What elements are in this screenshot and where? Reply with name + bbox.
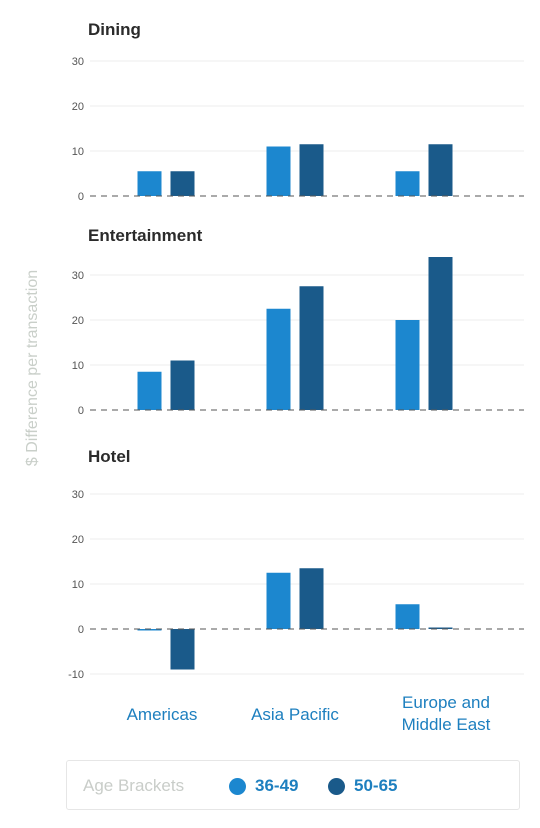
bar-hotel-36-49 — [395, 604, 420, 629]
category-label-2: Asia Pacific — [251, 705, 339, 724]
category-label-3: Middle East — [402, 715, 491, 734]
panel-title-dining: Dining — [88, 20, 141, 39]
bar-hotel-50-65 — [299, 568, 324, 629]
legend-title: Age Brackets — [83, 776, 185, 795]
legend: Age Brackets 36-49 50-65 — [66, 760, 520, 810]
bar-entertainment-50-65 — [299, 286, 324, 410]
y-tick-label: 0 — [78, 624, 84, 636]
bar-entertainment-36-49 — [137, 371, 162, 410]
legend-label-36-49: 36-49 — [255, 776, 299, 795]
bar-hotel-36-49 — [266, 572, 291, 629]
bar-dining-50-65 — [299, 144, 324, 196]
panel-title-hotel: Hotel — [88, 447, 131, 466]
y-tick-label: 0 — [78, 191, 84, 203]
bar-entertainment-50-65 — [428, 257, 453, 410]
y-tick-label: 0 — [78, 405, 84, 417]
category-label-3: Europe and — [402, 693, 490, 712]
bar-hotel-50-65 — [170, 629, 195, 670]
bar-entertainment-36-49 — [395, 320, 420, 410]
y-tick-label: 20 — [72, 101, 84, 113]
legend-swatch-36-49 — [229, 778, 246, 795]
y-tick-label: 10 — [72, 360, 84, 372]
y-tick-label: 30 — [72, 489, 84, 501]
panel-title-entertainment: Entertainment — [88, 226, 203, 245]
y-tick-label: 10 — [72, 146, 84, 158]
y-tick-label: 10 — [72, 579, 84, 591]
y-tick-label: -10 — [68, 669, 84, 681]
bar-entertainment-50-65 — [170, 360, 195, 410]
y-tick-label: 30 — [72, 56, 84, 68]
legend-swatch-50-65 — [328, 778, 345, 795]
y-tick-label: 20 — [72, 315, 84, 327]
bar-dining-36-49 — [266, 146, 291, 196]
y-tick-label: 30 — [72, 270, 84, 282]
category-label-1: Americas — [127, 705, 198, 724]
bar-dining-50-65 — [170, 171, 195, 196]
bar-dining-36-49 — [395, 171, 420, 196]
y-tick-label: 20 — [72, 534, 84, 546]
bar-entertainment-36-49 — [266, 308, 291, 410]
bar-hotel-50-65 — [428, 627, 453, 629]
y-axis-title: $ Difference per transaction — [24, 270, 41, 466]
bar-dining-50-65 — [428, 144, 453, 196]
bar-dining-36-49 — [137, 171, 162, 196]
bar-hotel-36-49 — [137, 629, 162, 631]
legend-label-50-65: 50-65 — [354, 776, 398, 795]
